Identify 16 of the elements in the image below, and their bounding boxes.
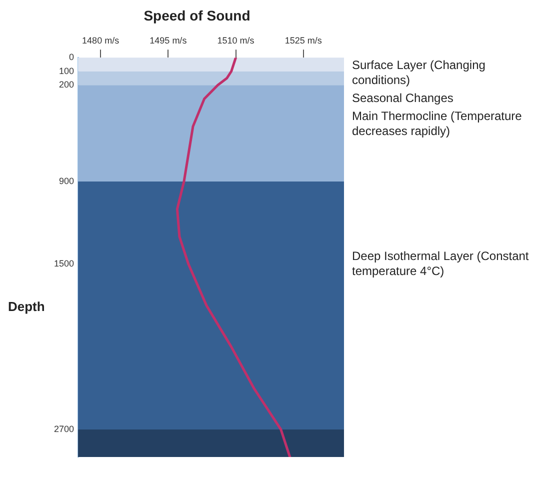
y-tick-label: 1500 xyxy=(54,258,74,269)
y-tick-label: 100 xyxy=(58,66,74,76)
x-tick-label: 1510 m/s xyxy=(217,36,255,46)
band-label: Seasonal Changes xyxy=(352,90,454,105)
band-label: Surface Layer (Changing conditions) xyxy=(352,58,486,87)
x-tick-label: 1495 m/s xyxy=(150,36,188,46)
y-tick-label: 2700 xyxy=(54,424,74,434)
y-tick-label: 0 xyxy=(69,52,74,62)
y-axis-title: Depth xyxy=(8,298,45,314)
y-tick-label: 200 xyxy=(58,80,74,90)
x-tick-label: 1480 m/s xyxy=(82,36,120,46)
y-tick-label: 900 xyxy=(58,176,74,186)
x-tick-label: 1525 m/s xyxy=(284,36,322,46)
band-label: Deep Isothermal Layer (Constant temperature 4°C) xyxy=(352,248,530,278)
band-label: Main Thermocline (Temperature decreases rapidly) xyxy=(352,108,522,138)
chart-title: Speed of Sound xyxy=(144,7,250,24)
